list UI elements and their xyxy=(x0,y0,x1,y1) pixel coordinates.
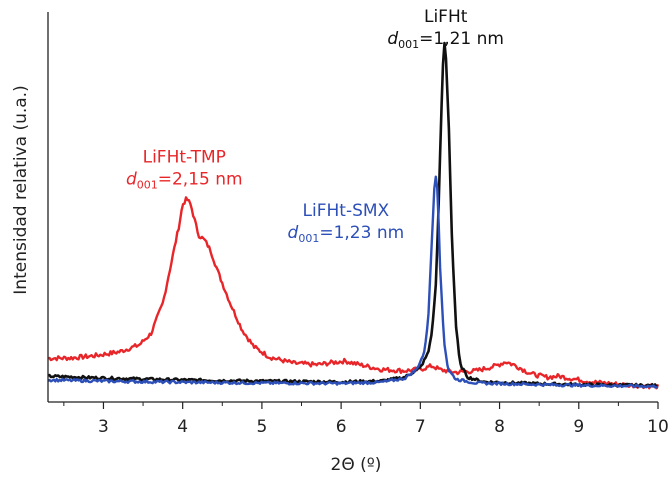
series-line-lifht-smx xyxy=(47,175,659,389)
annotation-d-spacing: d001=2,15 nm xyxy=(126,170,243,192)
x-tick-label: 8 xyxy=(494,417,505,437)
d-value: =2,15 nm xyxy=(158,170,243,190)
annotation-label: LiFHt-TMP xyxy=(143,148,226,168)
x-tick-label: 7 xyxy=(415,417,426,437)
annotation-d-spacing: d001=1,21 nm xyxy=(387,29,504,51)
series-line-lifht-tmp xyxy=(47,196,660,390)
x-tick-label: 4 xyxy=(177,417,188,437)
d-symbol: d xyxy=(288,223,299,243)
annotation-label: LiFHt xyxy=(424,7,468,27)
d-subscript: 001 xyxy=(137,179,158,192)
y-axis-label: Intensidad relativa (u.a.) xyxy=(11,85,31,294)
annotation-label: LiFHt-SMX xyxy=(303,201,390,221)
x-tick-label: 10 xyxy=(647,417,669,437)
d-symbol: d xyxy=(126,170,137,190)
d-symbol: d xyxy=(387,29,398,49)
d-value: =1,21 nm xyxy=(419,29,504,49)
series-layer xyxy=(47,41,660,390)
d-value: =1,23 nm xyxy=(319,223,404,243)
x-axis-label: 2Θ (º) xyxy=(331,455,382,475)
d-subscript: 001 xyxy=(398,38,419,51)
x-ticks: 3 4 5 6 7 8 9 10 xyxy=(63,402,669,437)
x-tick-label: 3 xyxy=(98,417,109,437)
x-tick-label: 9 xyxy=(573,417,584,437)
d-subscript: 001 xyxy=(298,232,319,245)
x-tick-label: 5 xyxy=(256,417,267,437)
annotation-d-spacing: d001=1,23 nm xyxy=(288,223,405,245)
x-tick-label: 6 xyxy=(336,417,347,437)
